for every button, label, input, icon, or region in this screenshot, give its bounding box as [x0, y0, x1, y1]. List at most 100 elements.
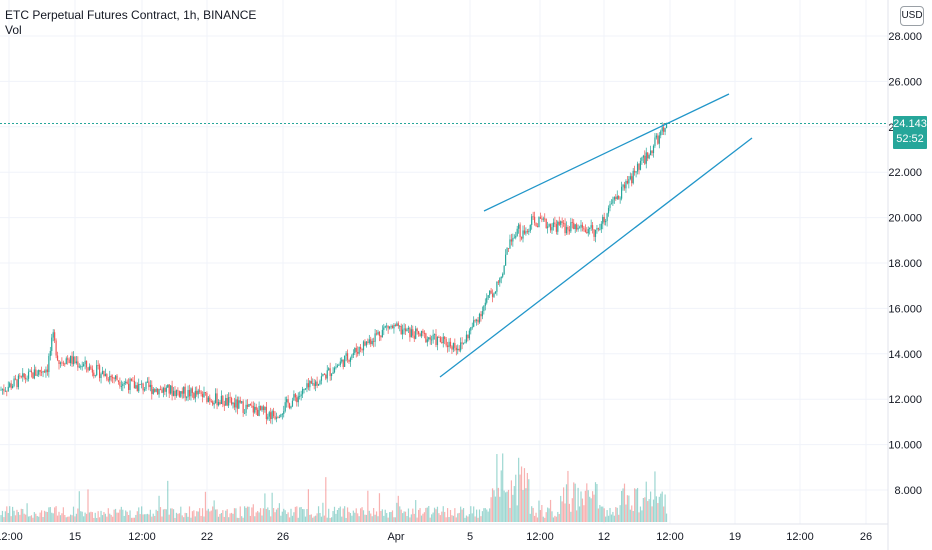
candle-body	[378, 331, 381, 336]
candle-body	[175, 390, 178, 397]
candle-body	[502, 273, 504, 277]
volume-bar	[278, 503, 280, 522]
candle-body	[149, 384, 151, 388]
volume-bar	[483, 508, 485, 522]
volume-bar	[97, 511, 99, 522]
candle-body	[657, 135, 659, 144]
volume-bar	[402, 513, 404, 522]
volume-bar	[606, 510, 608, 522]
volume-bar	[30, 515, 33, 522]
candle-body	[126, 381, 128, 384]
candle-body	[246, 404, 249, 407]
candle-body	[571, 222, 573, 223]
candle-body	[135, 385, 137, 389]
volume-bar	[335, 513, 337, 522]
volume-bar	[274, 512, 276, 522]
volume-bar	[319, 512, 321, 522]
volume-bar	[422, 513, 424, 522]
volume-bar	[460, 506, 462, 522]
candle-body	[112, 377, 114, 379]
candle-body	[439, 337, 441, 343]
volume-bar	[104, 513, 106, 522]
candle-body	[455, 347, 457, 351]
candle-body	[418, 331, 420, 334]
volume-bar	[431, 514, 433, 522]
volume-bar	[447, 508, 449, 522]
candle-body	[402, 329, 404, 335]
candle-body	[545, 218, 547, 229]
volume-bar	[468, 514, 470, 522]
volume-bar	[647, 501, 649, 522]
volume-bar	[474, 516, 476, 522]
currency-button[interactable]: USD	[900, 6, 924, 26]
volume-bar	[287, 512, 289, 522]
candle-body	[374, 333, 376, 342]
candle-body	[631, 176, 633, 184]
candle-body	[435, 334, 437, 345]
volume-bar	[542, 516, 544, 522]
candle-body	[558, 221, 560, 225]
candle-body	[361, 349, 363, 351]
volume-bar	[641, 510, 643, 522]
volume-bar	[639, 506, 642, 522]
candle-body	[233, 402, 236, 408]
candle-body	[491, 293, 494, 297]
candle-body	[161, 389, 163, 393]
volume-bar	[265, 508, 267, 522]
candle-body	[265, 406, 267, 420]
volume-bar	[165, 509, 167, 522]
candle-body	[55, 340, 57, 356]
candle-body	[602, 216, 604, 224]
candle-body	[531, 216, 533, 226]
candle-body	[445, 338, 447, 346]
candle-body	[520, 237, 523, 239]
candle-body	[362, 341, 365, 351]
candle-body	[377, 331, 379, 335]
last-price-value: 24.143	[893, 118, 927, 130]
volume-bar	[557, 511, 559, 522]
candle-body	[477, 319, 479, 323]
candle-body	[199, 390, 201, 392]
candle-body	[410, 329, 412, 338]
candle-body	[538, 217, 540, 228]
volume-bar	[600, 506, 602, 522]
candle-body	[413, 335, 415, 339]
candle-body	[300, 394, 302, 397]
candle-body	[349, 358, 352, 362]
volume-bar	[219, 514, 221, 522]
volume-bar	[409, 517, 411, 522]
volume-bar	[196, 511, 198, 522]
volume-bar	[54, 507, 56, 522]
candle-body	[46, 369, 48, 373]
volume-bar	[415, 500, 417, 522]
volume-bar	[255, 512, 257, 522]
x-tick-label: Apr	[387, 531, 404, 543]
volume-bar	[239, 506, 241, 522]
volume-bar	[391, 510, 394, 522]
volume-bar	[283, 508, 285, 522]
candle-body	[171, 385, 173, 396]
candle-body	[500, 276, 502, 279]
candle-body	[436, 336, 439, 345]
volume-bar	[655, 496, 657, 522]
volume-bar	[638, 512, 640, 522]
candle-body	[223, 404, 225, 406]
volume-bar	[304, 516, 307, 522]
volume-bar	[609, 507, 611, 522]
volume-bar	[135, 514, 137, 522]
candle-body	[554, 222, 556, 225]
candle-body	[159, 389, 162, 390]
volume-bar	[225, 510, 227, 522]
volume-bar	[235, 508, 237, 522]
y-tick-label: 16.000	[888, 303, 922, 315]
candle-body	[449, 341, 452, 347]
volume-bar	[494, 496, 497, 522]
candle-body	[494, 291, 497, 294]
volume-bar	[210, 510, 212, 522]
volume-bar	[206, 510, 208, 522]
candle-body	[291, 400, 294, 407]
volume-bar	[261, 515, 263, 522]
volume-bar	[399, 506, 401, 522]
volume-bar	[418, 509, 420, 522]
